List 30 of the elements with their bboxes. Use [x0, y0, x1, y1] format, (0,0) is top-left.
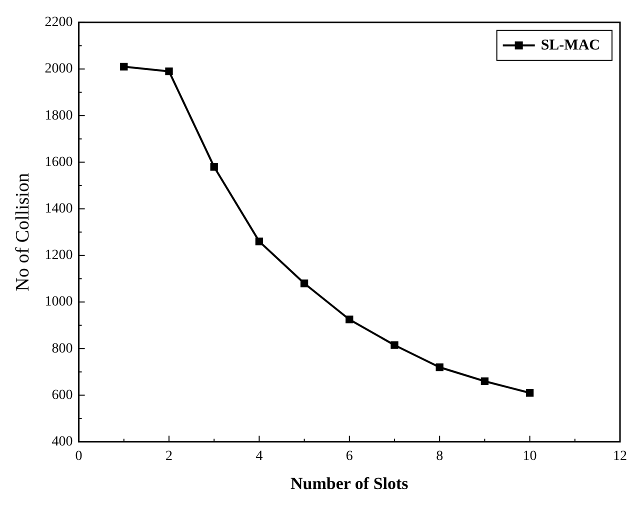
- y-tick-label: 400: [52, 434, 73, 450]
- x-axis-title: Number of Slots: [290, 474, 409, 494]
- y-tick-label: 1800: [44, 108, 73, 124]
- y-tick-label: 1400: [44, 201, 73, 216]
- point: [480, 377, 489, 386]
- x-tick-label: 4: [256, 448, 263, 464]
- y-tick-label: 1000: [44, 294, 73, 310]
- x-tick-label: 6: [346, 448, 353, 464]
- point: [346, 316, 354, 324]
- y-tick-label: 1200: [44, 248, 73, 264]
- point: [526, 389, 534, 397]
- point: [390, 341, 398, 349]
- y-tick-label: 800: [52, 341, 73, 356]
- legend-label: SL-MAC: [540, 37, 600, 54]
- y-axis-title: No of Collision: [12, 172, 34, 292]
- y-tick-label: 2000: [44, 62, 73, 77]
- point: [210, 163, 218, 171]
- point: [165, 68, 173, 76]
- point: [436, 363, 444, 372]
- point: [255, 238, 264, 246]
- point: [120, 62, 128, 70]
- point: [300, 280, 308, 288]
- x-tick-label: 10: [522, 448, 537, 464]
- y-tick-label: 600: [52, 388, 73, 403]
- x-tick-label: 8: [436, 448, 444, 464]
- x-tick-label: 12: [613, 448, 627, 464]
- x-tick-label: 0: [75, 448, 82, 464]
- y-tick-label: 1600: [44, 154, 73, 170]
- y-tick-label: 2200: [44, 15, 73, 30]
- x-tick-label: 2: [166, 448, 172, 464]
